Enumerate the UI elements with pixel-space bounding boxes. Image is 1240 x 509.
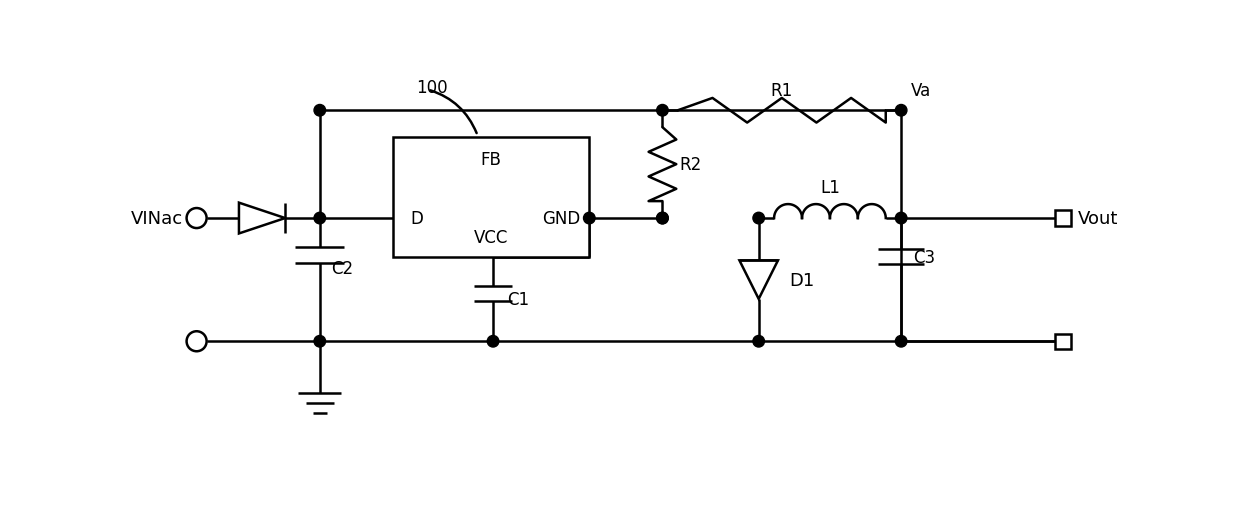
Text: R1: R1 xyxy=(771,81,792,99)
Text: D: D xyxy=(410,210,423,228)
Circle shape xyxy=(314,336,326,347)
Text: D1: D1 xyxy=(790,271,815,289)
Text: GND: GND xyxy=(542,210,580,228)
Circle shape xyxy=(895,105,906,117)
Text: C2: C2 xyxy=(331,260,353,277)
Bar xyxy=(1055,211,1070,227)
Circle shape xyxy=(753,336,765,347)
Circle shape xyxy=(657,105,668,117)
Text: C3: C3 xyxy=(913,248,935,266)
Text: VCC: VCC xyxy=(474,229,508,247)
Text: C1: C1 xyxy=(507,290,529,308)
Bar xyxy=(393,138,589,257)
Text: Va: Va xyxy=(910,81,931,99)
Circle shape xyxy=(584,213,595,224)
Text: Vout: Vout xyxy=(1079,210,1118,228)
Circle shape xyxy=(657,213,668,224)
Text: L1: L1 xyxy=(820,179,839,197)
Text: R2: R2 xyxy=(680,156,702,174)
Bar xyxy=(1055,334,1070,349)
Circle shape xyxy=(314,105,326,117)
Circle shape xyxy=(753,213,765,224)
Circle shape xyxy=(657,213,668,224)
Circle shape xyxy=(895,336,906,347)
Circle shape xyxy=(314,213,326,224)
Text: FB: FB xyxy=(481,151,501,168)
Circle shape xyxy=(487,336,498,347)
Circle shape xyxy=(895,213,906,224)
Text: 100: 100 xyxy=(417,79,448,97)
Text: VINac: VINac xyxy=(130,210,182,228)
